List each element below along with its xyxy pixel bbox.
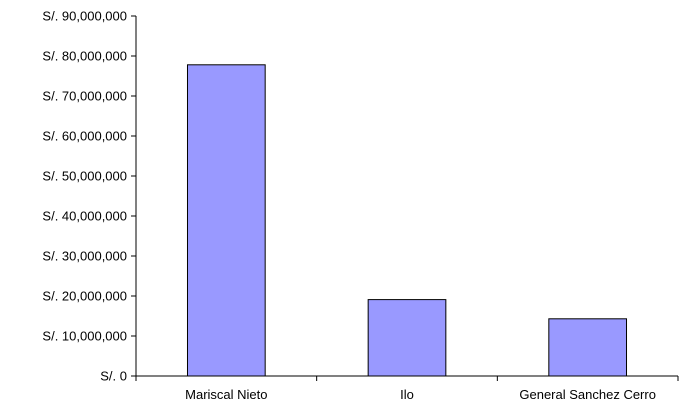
x-tick-label: Mariscal Nieto	[185, 387, 267, 402]
y-tick-label: S/. 70,000,000	[42, 89, 127, 104]
x-tick-label: Ilo	[400, 387, 414, 402]
bar	[367, 299, 447, 377]
y-axis: S/. 0 S/. 10,000,000 S/. 20,000,000 S/. 30,…	[42, 9, 137, 384]
bar	[548, 318, 628, 377]
y-tick-label: S/. 80,000,000	[42, 49, 127, 64]
x-tick-label: General Sanchez Cerro	[519, 387, 656, 402]
bars	[186, 64, 628, 377]
y-tick-label: S/. 30,000,000	[42, 249, 127, 264]
y-tick-label: S/. 40,000,000	[42, 209, 127, 224]
y-tick-label: S/. 60,000,000	[42, 129, 127, 144]
y-tick-label: S/. 0	[100, 369, 127, 384]
y-tick-label: S/. 20,000,000	[42, 289, 127, 304]
y-tick-label: S/. 90,000,000	[42, 9, 127, 24]
bar	[186, 64, 266, 377]
x-axis: Mariscal Nieto Ilo General Sanchez Cerro	[135, 375, 679, 402]
y-tick-label: S/. 10,000,000	[42, 329, 127, 344]
y-tick-label: S/. 50,000,000	[42, 169, 127, 184]
